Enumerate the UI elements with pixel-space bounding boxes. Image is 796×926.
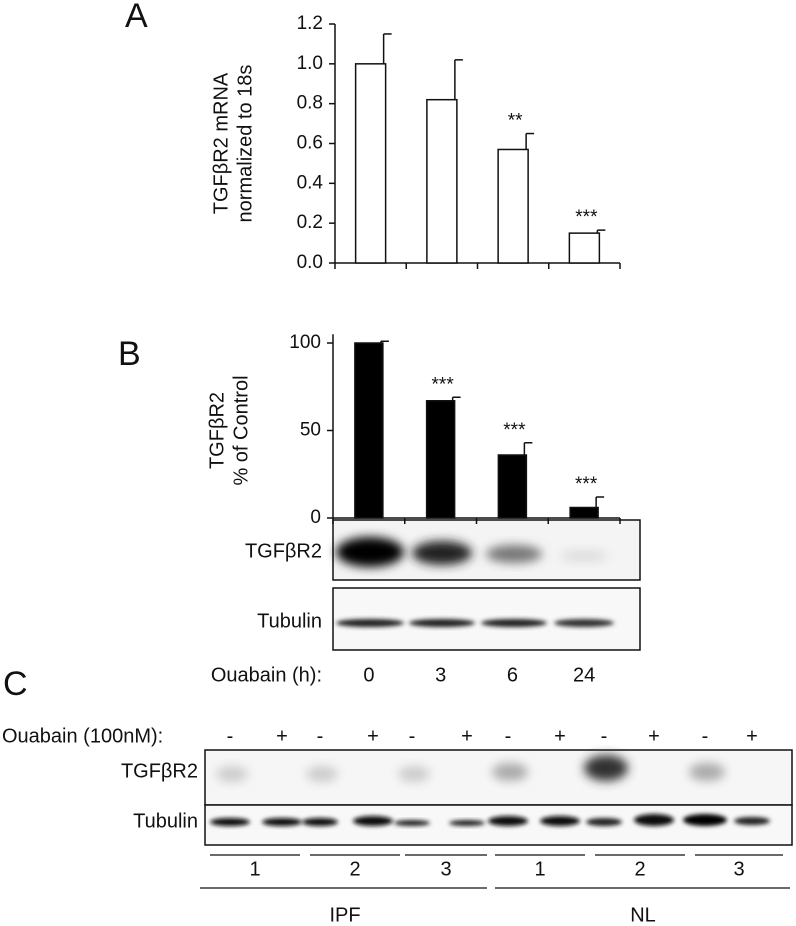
treatment-sign: -	[505, 725, 512, 747]
panel-label: B	[118, 335, 141, 373]
y-tick-label: 50	[300, 420, 321, 441]
replicate-label: 2	[349, 858, 360, 880]
y-tick-label: 0	[310, 507, 321, 528]
treatment-sign: +	[648, 725, 660, 747]
x-axis-label: Ouabain (h):	[211, 664, 322, 686]
bar	[354, 342, 384, 519]
y-axis-label: normalized to 18s	[234, 65, 256, 223]
treatment-sign: +	[276, 725, 288, 747]
treatment-sign: -	[702, 725, 709, 747]
treatment-sign: +	[367, 725, 379, 747]
y-axis-label: % of Control	[230, 375, 252, 485]
treatment-sign: +	[461, 725, 473, 747]
panel-label: A	[125, 0, 148, 35]
blot-c-tgfbr2	[204, 749, 793, 806]
annotation: ***	[503, 420, 526, 441]
y-tick-label: 1.2	[297, 13, 323, 34]
x-tick-label: 24	[573, 664, 595, 686]
bar	[425, 400, 456, 519]
x-tick-label: 3	[435, 664, 446, 686]
bar	[568, 232, 601, 264]
replicate-label: 2	[634, 858, 645, 880]
treatment-sign: -	[601, 725, 608, 747]
panel-label: C	[3, 665, 28, 703]
treatment-sign: +	[554, 725, 566, 747]
x-tick-label: 0	[363, 664, 374, 686]
treatment-sign: +	[746, 725, 758, 747]
blot-b-tubulin	[332, 587, 641, 651]
y-tick-label: 0.2	[297, 212, 323, 233]
y-tick-label: 0.4	[297, 172, 324, 193]
annotation: ***	[575, 207, 598, 228]
y-axis-label: TGFβR2 mRNA	[210, 72, 232, 214]
annotation: ***	[575, 474, 598, 495]
treatment-label: Ouabain (100nM):	[2, 725, 163, 747]
replicate-label: 1	[534, 858, 545, 880]
group-label: IPF	[329, 904, 360, 926]
blot-label: Tubulin	[133, 810, 198, 832]
replicate-label: 3	[733, 858, 744, 880]
blot-b-tgfbr2	[332, 519, 641, 581]
treatment-sign: -	[317, 725, 324, 747]
bar	[569, 506, 599, 519]
blot-label: TGFβR2	[245, 540, 322, 562]
y-tick-label: 0.8	[297, 93, 323, 114]
replicate-label: 1	[249, 858, 260, 880]
bar	[354, 63, 387, 264]
replicate-label: 3	[440, 858, 451, 880]
annotation: ***	[432, 374, 455, 395]
y-tick-label: 100	[289, 332, 321, 353]
y-axis-label: TGFβR2	[206, 392, 228, 469]
group-label: NL	[630, 904, 656, 926]
y-tick-label: 1.0	[297, 53, 323, 74]
bar	[497, 148, 529, 264]
annotation: **	[508, 111, 523, 132]
blot-c-tubulin	[204, 804, 793, 846]
blot-label: Tubulin	[257, 610, 322, 632]
treatment-sign: -	[227, 725, 234, 747]
bar	[426, 98, 458, 264]
bar	[497, 454, 528, 519]
treatment-sign: -	[409, 725, 416, 747]
group-lines	[200, 854, 790, 889]
x-tick-label: 6	[507, 664, 518, 686]
y-tick-label: 0.0	[297, 252, 323, 273]
y-tick-label: 0.6	[297, 133, 323, 154]
blot-label: TGFβR2	[121, 760, 198, 782]
